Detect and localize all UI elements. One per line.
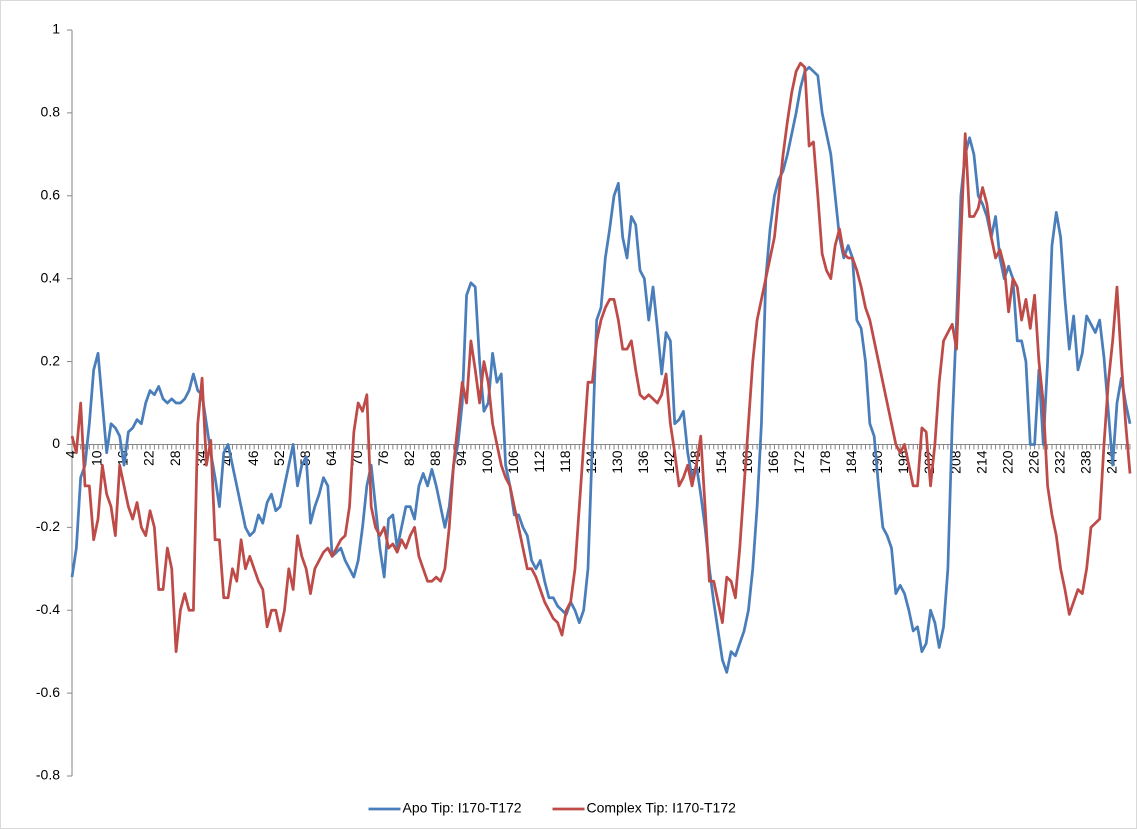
y-tick-label: 0 — [52, 435, 60, 451]
legend-label: Complex Tip: I170-T172 — [587, 800, 737, 816]
y-tick-label: -0.2 — [36, 518, 60, 534]
x-tick-label: 220 — [999, 450, 1015, 474]
y-tick-label: -0.6 — [36, 684, 60, 700]
x-tick-label: 28 — [167, 450, 183, 466]
x-tick-label: 106 — [505, 450, 521, 474]
x-tick-label: 178 — [817, 450, 833, 474]
x-tick-label: 76 — [375, 450, 391, 466]
y-tick-label: 0.2 — [41, 352, 61, 368]
x-tick-label: 142 — [661, 450, 677, 474]
x-tick-label: 88 — [427, 450, 443, 466]
x-tick-label: 184 — [843, 450, 859, 474]
x-tick-label: 112 — [531, 450, 547, 473]
x-tick-label: 4 — [63, 450, 79, 458]
x-tick-label: 226 — [1025, 450, 1041, 474]
x-tick-label: 64 — [323, 450, 339, 466]
x-tick-label: 52 — [271, 450, 287, 466]
series-line — [70, 65, 1132, 674]
x-tick-label: 118 — [557, 450, 573, 473]
x-tick-label: 166 — [765, 450, 781, 474]
series-line — [70, 61, 1132, 654]
x-tick-label: 238 — [1077, 450, 1093, 474]
x-tick-label: 214 — [973, 450, 989, 474]
x-tick-label: 136 — [635, 450, 651, 474]
y-tick-label: 0.6 — [41, 186, 61, 202]
x-tick-label: 82 — [401, 450, 417, 466]
legend-label: Apo Tip: I170-T172 — [403, 800, 522, 816]
y-tick-label: -0.4 — [36, 601, 60, 617]
x-tick-label: 130 — [609, 450, 625, 474]
y-tick-label: -0.8 — [36, 767, 60, 783]
y-tick-label: 0.8 — [41, 104, 61, 120]
y-tick-label: 1 — [52, 21, 60, 37]
x-tick-label: 10 — [89, 450, 105, 466]
x-tick-label: 154 — [713, 450, 729, 474]
x-tick-label: 100 — [479, 450, 495, 474]
x-tick-label: 22 — [141, 450, 157, 466]
x-tick-label: 172 — [791, 450, 807, 474]
x-tick-label: 46 — [245, 450, 261, 466]
y-tick-label: 0.4 — [41, 269, 61, 285]
x-tick-label: 232 — [1051, 450, 1067, 474]
